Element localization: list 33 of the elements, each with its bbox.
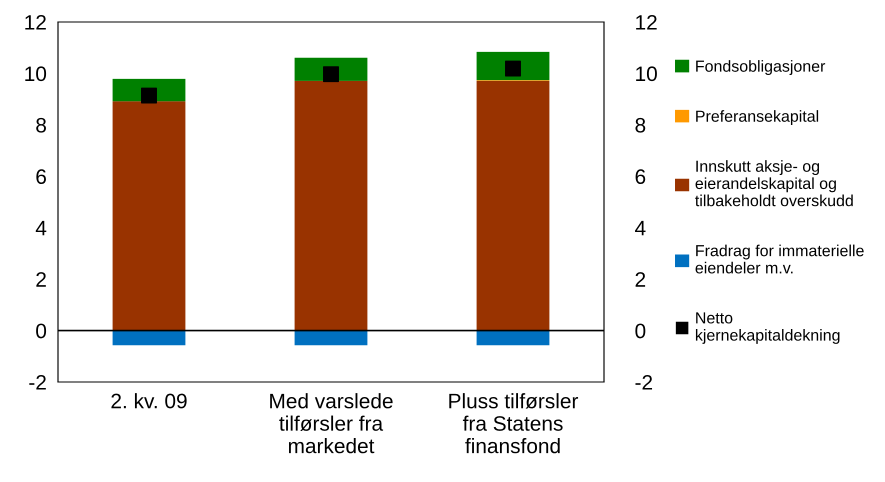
y-tick-label: -2: [29, 375, 46, 390]
legend-label: Netto kjernekapitaldekning: [696, 312, 840, 344]
point: [141, 88, 157, 104]
x-tick-label: Med varslede tilførsler fra markedet: [270, 393, 393, 454]
legend-label: Preferansekapital: [696, 110, 818, 126]
legend-label: Innskutt aksje- og eierandelskapital og tilbakeholdt overskudd: [695, 160, 853, 206]
y-tick-label: 2: [36, 272, 46, 287]
bar: [476, 330, 550, 346]
y-tick-label: 4: [36, 220, 46, 236]
y2-tick-label: 4: [635, 220, 646, 236]
y2-tick-label: 2: [636, 272, 646, 287]
y-tick-label: 10: [25, 66, 46, 82]
point: [323, 66, 339, 82]
bar: [476, 80, 550, 331]
y-tick-label: 8: [36, 118, 46, 133]
y2-tick-label: 8: [635, 118, 646, 133]
y-tick-label: 0: [36, 324, 46, 338]
y2-tick-label: 0: [635, 324, 646, 338]
y2-tick-label: 10: [636, 66, 657, 82]
y-tick-label: 6: [36, 169, 46, 184]
x-tick-label: Pluss tilførsler fra Statens finansfond: [449, 393, 578, 454]
y2-tick-label: 6: [636, 169, 646, 184]
bar: [112, 330, 186, 346]
bar: [294, 330, 368, 346]
point: [505, 60, 521, 77]
bar: [112, 101, 186, 331]
bar: [294, 80, 368, 331]
legend-label: Fradrag for immaterielle eiendeler m.v.: [696, 244, 864, 274]
y-tick-label: 12: [25, 15, 46, 30]
y2-tick-label: -2: [635, 375, 652, 390]
x-tick-label: 2. kv. 09: [111, 393, 187, 408]
legend-label: Fondsobligasjoner: [696, 60, 826, 75]
y2-tick-label: 12: [636, 15, 657, 30]
